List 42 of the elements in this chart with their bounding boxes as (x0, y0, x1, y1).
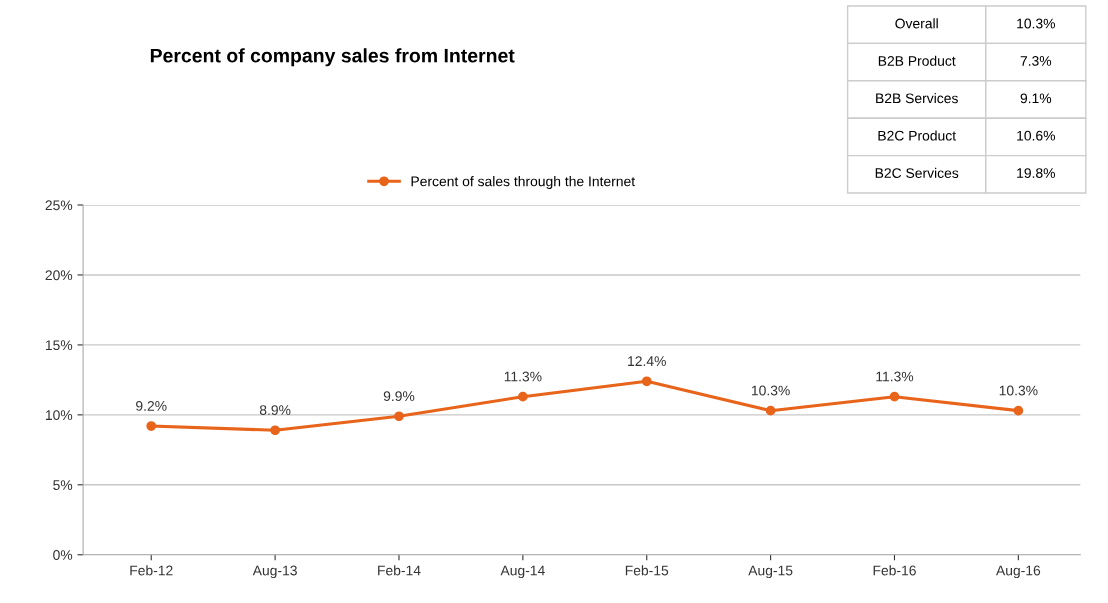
text: B2C Product (878, 130, 956, 141)
text: 19.8% (1017, 168, 1056, 178)
data-label: 11.3% (504, 371, 542, 382)
point (1013, 405, 1024, 416)
data-label: 8.9% (259, 405, 291, 416)
x-tick-label: Feb-15 (625, 565, 669, 576)
point (889, 391, 900, 402)
chart-title: Percent of company sales from Internet (150, 48, 515, 67)
text: Overall (895, 18, 938, 29)
x-tick-label: Aug-13 (252, 565, 297, 579)
point (146, 421, 157, 431)
x-tick-label: Feb-12 (130, 565, 173, 576)
data-label: 12.4% (628, 356, 666, 366)
text: 9.1% (1020, 93, 1052, 104)
y-tick-label: 15% (45, 340, 73, 351)
point (270, 425, 280, 436)
text: B2C Services (875, 167, 959, 178)
data-label: 10.3% (751, 385, 790, 396)
point (517, 391, 528, 402)
text: B2B Services (876, 93, 958, 104)
x-tick-label: Aug-16 (996, 565, 1041, 579)
data-label: 10.3% (999, 385, 1038, 396)
legend-label: Percent of sales through the Internet (411, 176, 635, 190)
point (765, 405, 776, 416)
y-tick-label: 25% (45, 200, 73, 211)
x-tick-label: Aug-14 (500, 565, 545, 579)
y-tick-label: 0% (53, 550, 73, 560)
data-label: 9.9% (383, 391, 415, 402)
data-label: 9.2% (136, 400, 167, 411)
x-tick-label: Feb-14 (378, 565, 421, 576)
point (394, 411, 404, 422)
point (641, 376, 652, 387)
y-tick-label: 10% (45, 410, 73, 421)
data-label: 11.3% (876, 371, 914, 382)
text: 10.6% (1017, 130, 1056, 141)
text: B2B Product (878, 55, 956, 66)
text: 7.3% (1020, 56, 1052, 66)
y-tick-label: 20% (45, 270, 73, 281)
y-tick-label: 5% (53, 480, 73, 490)
text: 10.3% (1017, 18, 1056, 29)
x-tick-label: Feb-16 (873, 565, 916, 576)
x-tick-label: Aug-15 (748, 565, 793, 579)
